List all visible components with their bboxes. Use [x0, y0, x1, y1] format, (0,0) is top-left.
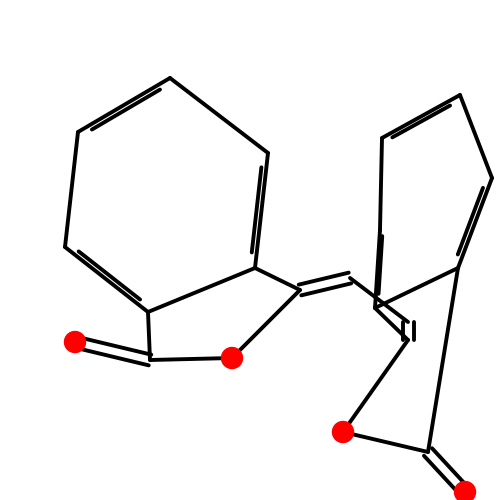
Circle shape [332, 422, 353, 442]
Circle shape [454, 482, 475, 500]
Circle shape [64, 332, 86, 352]
Circle shape [222, 348, 242, 368]
